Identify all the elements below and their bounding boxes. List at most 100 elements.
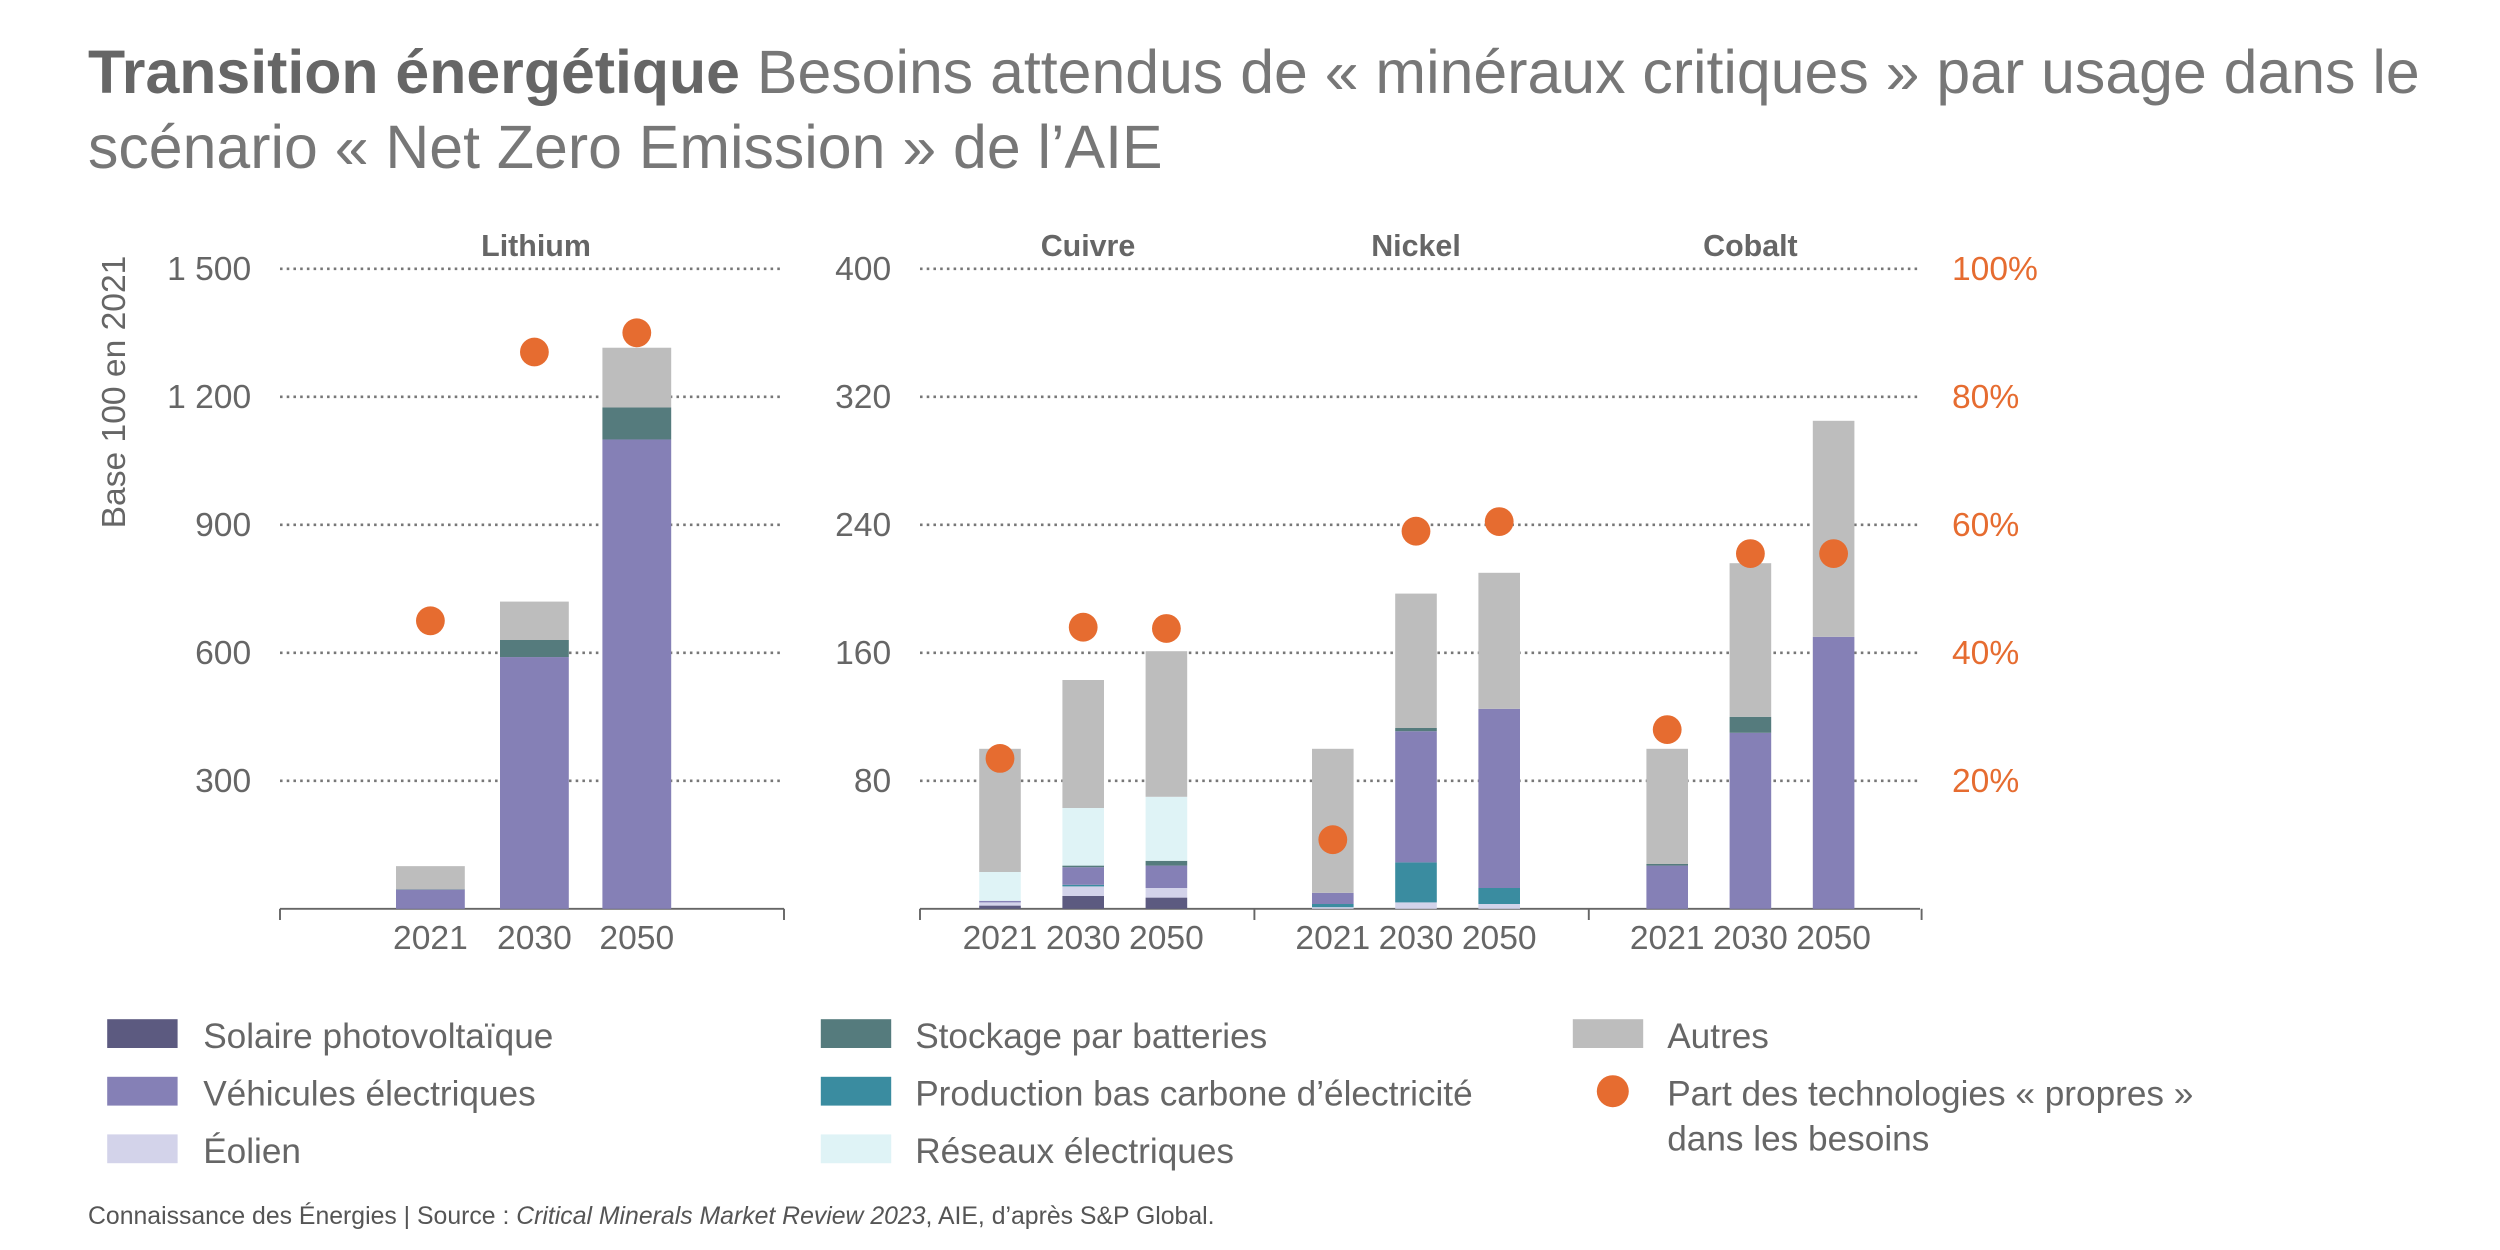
share-dot <box>1652 715 1682 744</box>
bar-segment-ev <box>602 439 672 909</box>
legend-label: Réseaux électriques <box>915 1132 1234 1171</box>
x-tick-label: 2030 <box>497 920 572 957</box>
bar-segment-autres <box>602 347 672 408</box>
bar-segment-reseaux <box>979 872 1021 901</box>
bar-segment-eolien <box>979 902 1021 906</box>
source-title: Critical Minerals Market Review 2023 <box>516 1203 925 1230</box>
share-dot <box>1152 614 1181 643</box>
y-tick-label: 240 <box>835 507 891 544</box>
bar-segment-production <box>1312 904 1354 908</box>
bar-segment-batteries <box>1395 728 1437 732</box>
bar-segment-batteries <box>1062 865 1104 868</box>
y-tick-label: 80 <box>854 763 891 800</box>
share-dot <box>622 318 652 348</box>
bar-segment-batteries <box>500 640 569 658</box>
legend-swatch-autres <box>1572 1019 1644 1048</box>
bar-segment-ev <box>1312 892 1354 904</box>
bar-segment-eolien <box>1478 904 1520 909</box>
bar-segment-ev <box>1145 865 1188 888</box>
y-right-tick-label: 100% <box>1952 251 2038 288</box>
share-dot <box>985 744 1015 773</box>
share-dot <box>1736 539 1765 568</box>
bar-segment-reseaux <box>1062 808 1104 866</box>
bar-segment-solaire <box>979 905 1021 909</box>
panel-title: Cobalt <box>1703 229 1798 263</box>
legend-swatch-batteries <box>820 1019 892 1048</box>
bar-segment-autres <box>1145 651 1188 797</box>
x-tick-label: 2021 <box>1295 920 1370 957</box>
bar-segment-production <box>1395 862 1437 903</box>
x-tick-label: 2030 <box>1713 920 1788 957</box>
source-prefix: Connaissance des Énergies | Source : <box>88 1203 516 1230</box>
title-line1: Besoins attendus de « minéraux critiques… <box>740 38 2420 106</box>
y-tick-label: 300 <box>195 763 251 800</box>
bar-segment-batteries <box>1145 860 1188 866</box>
bar-segment-autres <box>1646 748 1688 864</box>
bar-segment-solaire <box>1062 896 1104 909</box>
legend-swatch-reseaux <box>820 1134 892 1164</box>
legend-label: Autres <box>1667 1017 1769 1056</box>
bar-segment-eolien <box>1062 886 1104 896</box>
x-tick-label: 2021 <box>1630 920 1705 957</box>
bar-segment-reseaux <box>1145 796 1188 861</box>
bar-segment-ev <box>1646 865 1688 909</box>
bar-segment-autres <box>1478 572 1520 709</box>
x-tick-label: 2021 <box>963 920 1038 957</box>
bar-segment-ev <box>396 889 465 909</box>
chart-title: Transition énergétique Besoins attendus … <box>88 38 2420 106</box>
share-dot <box>1401 516 1431 546</box>
share-dot <box>1484 507 1514 536</box>
bar-segment-ev <box>1812 636 1855 909</box>
y-right-tick-label: 60% <box>1952 507 2019 544</box>
bar-segment-production <box>1062 884 1104 887</box>
bar-segment-ev <box>500 657 569 909</box>
x-tick-label: 2050 <box>599 920 674 957</box>
legend-label: Production bas carbone d’électricité <box>915 1075 1472 1114</box>
bar-segment-autres <box>1729 563 1772 717</box>
legend-label: Solaire photovoltaïque <box>203 1017 553 1056</box>
x-tick-label: 2030 <box>1046 920 1121 957</box>
bar-segment-eolien <box>1395 902 1437 909</box>
bar-segment-ev <box>1729 732 1772 909</box>
legend-swatch-eolien <box>107 1134 178 1164</box>
legend-swatch-ev <box>107 1076 178 1106</box>
panel-title: Lithium <box>481 229 591 263</box>
bar-segment-ev <box>1395 731 1437 863</box>
x-tick-label: 2050 <box>1462 920 1537 957</box>
title-bold: Transition énergétique <box>88 38 740 106</box>
legend-label: Éolien <box>203 1132 301 1171</box>
share-dot <box>1068 612 1098 642</box>
bar-segment-batteries <box>602 407 672 440</box>
y-right-tick-label: 80% <box>1952 379 2019 416</box>
bar-segment-ev <box>979 900 1021 903</box>
bar-segment-autres <box>1812 420 1855 637</box>
bar-segment-autres <box>396 866 465 890</box>
y-tick-label: 1 500 <box>167 251 251 288</box>
share-dot <box>520 337 549 367</box>
bar-segment-autres <box>1312 748 1354 893</box>
panel-title: Cuivre <box>1041 229 1136 263</box>
source-note: Connaissance des Énergies | Source : Cri… <box>88 1203 1215 1230</box>
y-tick-label: 600 <box>195 635 251 672</box>
share-dot <box>1318 825 1348 855</box>
legend-swatch-solaire <box>107 1019 178 1048</box>
y-tick-label: 400 <box>835 251 891 288</box>
panel-title: Nickel <box>1371 229 1461 263</box>
y-axis-label: Base 100 en 2021 <box>96 256 133 529</box>
y-tick-label: 900 <box>195 507 251 544</box>
bar-segment-ev <box>1478 708 1520 888</box>
bar-segment-batteries <box>1729 716 1772 733</box>
y-tick-label: 320 <box>835 379 891 416</box>
legend-label: Stockage par batteries <box>915 1017 1267 1056</box>
bar-segment-ev <box>1062 867 1104 885</box>
legend-label: Véhicules électriques <box>203 1075 536 1114</box>
bar-segment-eolien <box>1312 907 1354 909</box>
legend-label: Part des technologies « propres » <box>1667 1075 2193 1114</box>
y-tick-label: 1 200 <box>167 379 251 416</box>
legend-dot-swatch <box>1596 1075 1629 1108</box>
bar-segment-solaire <box>1145 897 1188 909</box>
y-tick-label: 160 <box>835 635 891 672</box>
y-right-tick-label: 40% <box>1952 635 2019 672</box>
bar-segment-eolien <box>1145 888 1188 898</box>
